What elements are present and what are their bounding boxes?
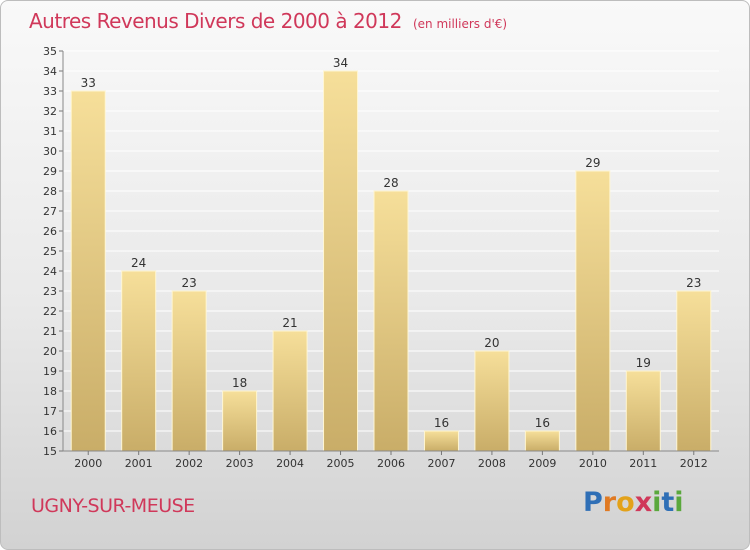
y-tick-label: 26 bbox=[43, 225, 57, 238]
bar bbox=[70, 90, 106, 452]
data-label: 33 bbox=[81, 76, 96, 90]
data-label: 23 bbox=[686, 276, 701, 290]
data-label: 23 bbox=[182, 276, 197, 290]
data-label: 28 bbox=[383, 176, 398, 190]
bar bbox=[272, 330, 308, 452]
y-tick-label: 15 bbox=[43, 445, 57, 458]
y-tick-label: 19 bbox=[43, 365, 57, 378]
y-tick-label: 30 bbox=[43, 145, 57, 158]
y-tick-label: 23 bbox=[43, 285, 57, 298]
data-label: 34 bbox=[333, 56, 348, 70]
x-tick-label: 2011 bbox=[629, 457, 657, 470]
brand-letter: i bbox=[674, 487, 684, 518]
x-tick-label: 2012 bbox=[680, 457, 708, 470]
bar bbox=[625, 370, 661, 452]
brand-letter: i bbox=[652, 487, 662, 518]
bar bbox=[575, 170, 611, 452]
bar bbox=[474, 350, 510, 452]
bar bbox=[373, 190, 409, 452]
y-tick-label: 22 bbox=[43, 305, 57, 318]
data-label: 19 bbox=[636, 356, 651, 370]
brand-letter: P bbox=[583, 487, 603, 518]
data-label: 16 bbox=[434, 416, 449, 430]
y-tick-label: 18 bbox=[43, 385, 57, 398]
brand-logo: Proxiti bbox=[583, 487, 684, 518]
x-tick-label: 2001 bbox=[125, 457, 153, 470]
brand-letter: o bbox=[616, 487, 635, 518]
bars: 33 24 23 18 21 34 28 16 20 16 29 19 23 bbox=[70, 56, 712, 452]
x-tick-label: 2003 bbox=[226, 457, 254, 470]
y-tick-label: 35 bbox=[43, 45, 57, 58]
axes: 15 16 17 18 19 20 21 22 23 24 25 26 27 28 29 30 31 32 33 34… bbox=[43, 45, 719, 470]
data-label: 24 bbox=[131, 256, 146, 270]
y-tick-label: 34 bbox=[43, 65, 57, 78]
brand-letter: x bbox=[634, 487, 653, 518]
data-label: 18 bbox=[232, 376, 247, 390]
y-tick-label: 33 bbox=[43, 85, 57, 98]
data-label: 21 bbox=[282, 316, 297, 330]
y-tick-label: 17 bbox=[43, 405, 57, 418]
chart-title: Autres Revenus Divers de 2000 à 2012 bbox=[29, 9, 402, 33]
data-label: 20 bbox=[484, 336, 499, 350]
data-label: 29 bbox=[585, 156, 600, 170]
x-tick-label: 2002 bbox=[175, 457, 203, 470]
x-tick-label: 2007 bbox=[427, 457, 455, 470]
y-tick-label: 21 bbox=[43, 325, 57, 338]
y-tick-label: 28 bbox=[43, 185, 57, 198]
bar bbox=[323, 70, 359, 452]
brand-letter: r bbox=[602, 487, 617, 518]
brand-letter: t bbox=[661, 487, 675, 518]
y-tick-label: 27 bbox=[43, 205, 57, 218]
bar bbox=[171, 290, 207, 452]
data-label: 16 bbox=[535, 416, 550, 430]
chart-header: Autres Revenus Divers de 2000 à 2012 (en… bbox=[29, 9, 507, 33]
x-tick-label: 2004 bbox=[276, 457, 304, 470]
bar bbox=[423, 430, 459, 452]
y-tick-label: 24 bbox=[43, 265, 57, 278]
x-tick-label: 2009 bbox=[528, 457, 556, 470]
x-tick-label: 2000 bbox=[74, 457, 102, 470]
chart-unit: (en milliers d'€) bbox=[412, 17, 508, 31]
x-tick-label: 2008 bbox=[478, 457, 506, 470]
y-tick-label: 20 bbox=[43, 345, 57, 358]
x-tick-label: 2010 bbox=[579, 457, 607, 470]
bar bbox=[524, 430, 560, 452]
y-tick-label: 31 bbox=[43, 125, 57, 138]
x-tick-label: 2005 bbox=[327, 457, 355, 470]
y-tick-label: 25 bbox=[43, 245, 57, 258]
y-tick-label: 16 bbox=[43, 425, 57, 438]
bar bbox=[222, 390, 258, 452]
y-tick-label: 32 bbox=[43, 105, 57, 118]
y-tick-label: 29 bbox=[43, 165, 57, 178]
bar bbox=[676, 290, 712, 452]
commune-name: UGNY-SUR-MEUSE bbox=[31, 495, 195, 517]
bar bbox=[121, 270, 157, 452]
x-tick-label: 2006 bbox=[377, 457, 405, 470]
